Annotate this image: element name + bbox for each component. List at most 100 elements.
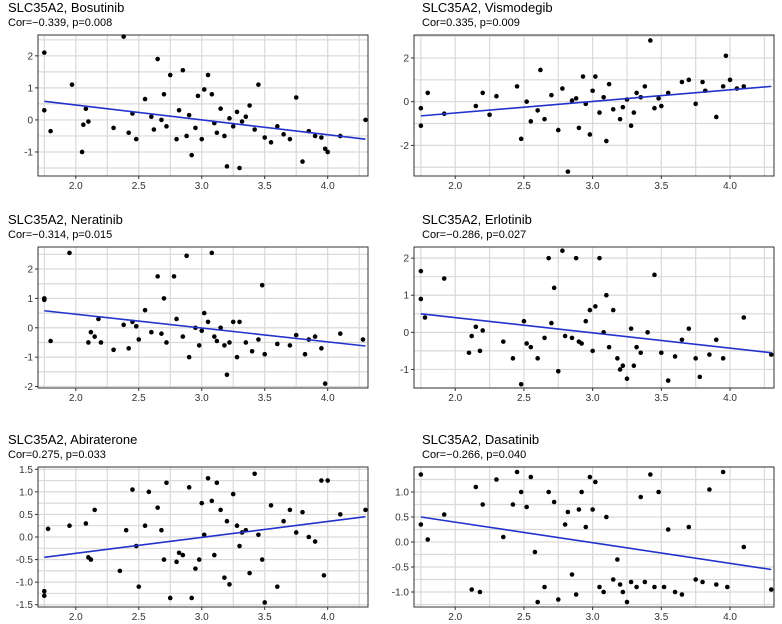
data-point — [205, 475, 211, 481]
data-point — [686, 326, 692, 331]
data-point — [610, 307, 616, 313]
data-point — [418, 105, 424, 111]
data-point — [164, 340, 169, 345]
x-tick-label: 2.5 — [132, 393, 146, 404]
data-point — [768, 352, 774, 357]
y-tick-label: 0.0 — [19, 533, 33, 544]
data-point — [665, 527, 671, 532]
data-point — [209, 91, 215, 97]
data-point — [741, 315, 747, 320]
data-point — [542, 116, 547, 122]
y-tick-label: -2 — [24, 382, 33, 393]
x-tick-label: 2.0 — [69, 612, 83, 623]
data-point — [199, 500, 205, 506]
data-point — [275, 341, 280, 347]
data-point — [638, 494, 644, 500]
data-point — [149, 329, 154, 335]
data-point — [573, 96, 579, 101]
data-point — [555, 369, 561, 374]
data-point — [697, 374, 703, 380]
data-point — [230, 491, 236, 497]
data-point — [281, 518, 286, 524]
data-point — [214, 130, 220, 136]
data-point — [597, 110, 602, 115]
data-point — [86, 340, 91, 345]
x-tick-label: 2.0 — [448, 393, 462, 404]
data-point — [624, 376, 630, 382]
data-point — [167, 72, 173, 78]
data-point — [212, 552, 217, 558]
data-point — [601, 95, 606, 100]
x-tick-label: 3.5 — [654, 393, 668, 404]
data-point — [617, 116, 623, 122]
y-tick-label: 0.0 — [395, 538, 409, 549]
data-point — [227, 116, 232, 121]
data-point — [199, 136, 205, 142]
data-point — [214, 480, 220, 486]
x-tick-label: 2.0 — [448, 181, 462, 192]
data-point — [652, 584, 657, 590]
panel-title: SLC35A2, Bosutinib — [8, 0, 125, 15]
data-point — [180, 334, 186, 339]
data-point — [174, 559, 179, 565]
data-point — [573, 255, 579, 261]
y-tick-label: 2 — [403, 53, 409, 64]
data-point — [224, 518, 230, 524]
data-point — [546, 255, 551, 261]
x-tick-label: 3.5 — [258, 393, 272, 404]
data-point — [418, 472, 424, 477]
x-tick-label: 3.0 — [586, 181, 600, 192]
data-point — [587, 132, 593, 137]
scatter-plot-svg: 2.0 2.5 3.0 3.5 4.0 -1 0 1 2 — [24, 34, 369, 192]
plot-background — [414, 35, 774, 176]
y-tick-label: 1 — [27, 294, 33, 305]
data-point — [521, 318, 527, 324]
data-point — [555, 597, 561, 602]
data-point — [518, 381, 524, 387]
data-point — [480, 502, 486, 507]
data-point — [638, 350, 644, 356]
data-point — [477, 589, 483, 595]
panel-title: SLC35A2, Vismodegib — [422, 0, 553, 15]
data-point — [218, 507, 223, 513]
data-point — [247, 570, 252, 576]
data-point — [565, 169, 571, 174]
data-point — [281, 132, 286, 137]
data-point — [293, 95, 299, 100]
data-point — [83, 521, 89, 526]
data-point — [631, 363, 637, 369]
data-point — [81, 122, 86, 128]
data-point — [624, 599, 630, 605]
data-point — [224, 372, 230, 378]
data-point — [133, 324, 139, 329]
data-point — [524, 99, 529, 104]
data-point — [620, 104, 626, 110]
y-tick-label: -1.5 — [16, 600, 34, 611]
data-point — [524, 504, 529, 510]
data-point — [126, 346, 131, 351]
data-point — [174, 316, 179, 322]
data-point — [645, 330, 650, 335]
data-point — [648, 472, 653, 477]
data-point — [205, 319, 211, 325]
data-point — [441, 276, 447, 281]
data-point — [576, 507, 582, 512]
data-point — [256, 337, 261, 342]
data-point — [551, 285, 557, 291]
scatter-panel-6: SLC35A2, Dasatinib Cor=−0.266, p=0.040 2.0… — [392, 432, 782, 623]
data-point — [321, 573, 327, 578]
data-point — [652, 105, 657, 111]
data-point — [306, 534, 312, 540]
data-point — [542, 584, 547, 590]
panel-correlation-stats: Cor=0.335, p=0.009 — [422, 17, 520, 29]
data-point — [620, 589, 626, 595]
data-point — [620, 363, 626, 369]
data-point — [117, 568, 123, 574]
data-point — [196, 343, 202, 348]
data-point — [174, 136, 179, 142]
data-point — [293, 332, 299, 338]
data-point — [186, 485, 192, 490]
data-point — [551, 499, 557, 505]
y-tick-label: -2 — [400, 141, 409, 152]
data-point — [514, 469, 520, 475]
